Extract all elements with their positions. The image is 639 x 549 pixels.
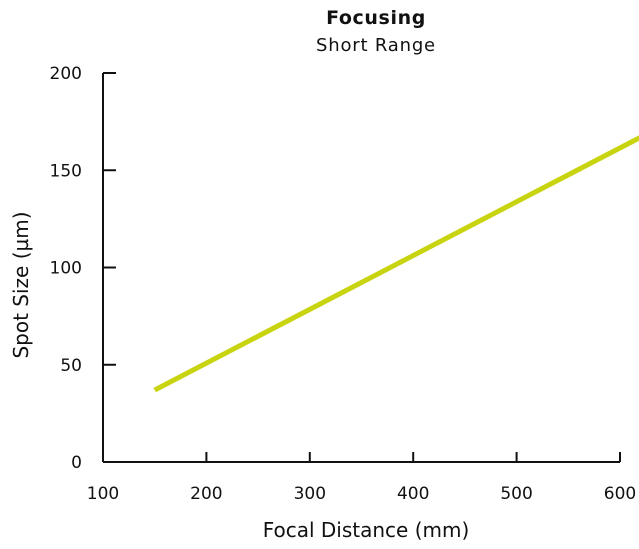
x-tick-label: 100	[87, 484, 119, 504]
x-tick-label: 200	[190, 484, 222, 504]
y-axis-label: Spot Size (µm)	[9, 211, 33, 358]
series-layer	[153, 135, 639, 393]
x-tick-label: 300	[294, 484, 326, 504]
x-axis-label: Focal Distance (mm)	[263, 518, 470, 542]
chart-subtitle: Short Range	[316, 35, 436, 56]
x-axis-ticks: 100 200 300 400 500 600	[87, 452, 636, 504]
chart-title: Focusing	[326, 7, 426, 29]
y-axis-ticks: 0 50 100 150 200	[50, 64, 116, 473]
x-tick-label: 500	[500, 484, 532, 504]
x-tick-label: 400	[397, 484, 429, 504]
x-tick-label: 600	[604, 484, 636, 504]
y-tick-label: 200	[50, 64, 82, 84]
y-tick-label: 100	[50, 259, 82, 279]
y-tick-label: 0	[71, 453, 82, 473]
series-line-1	[153, 135, 639, 393]
y-tick-label: 150	[50, 161, 82, 181]
y-tick-label: 50	[60, 356, 82, 376]
